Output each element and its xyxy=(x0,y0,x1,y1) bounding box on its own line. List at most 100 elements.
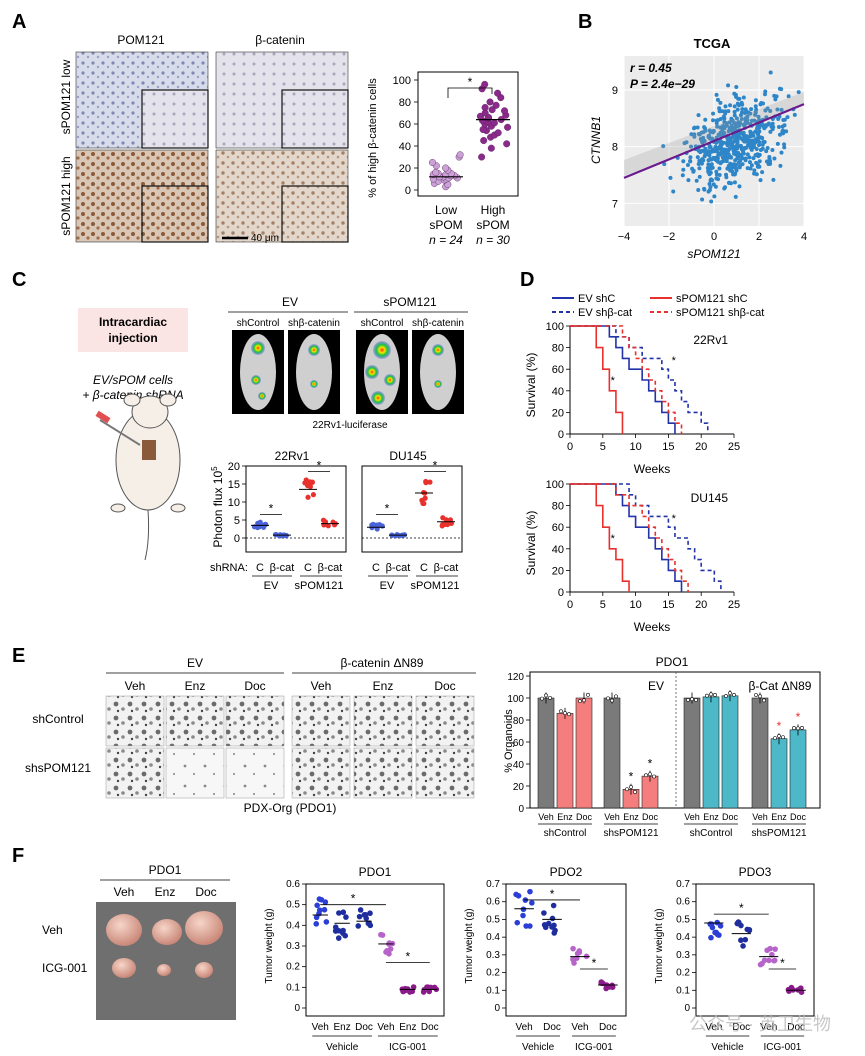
f-dot xyxy=(798,985,804,991)
e-sig-star: * xyxy=(648,756,653,770)
b-dot xyxy=(685,162,690,167)
b-dot xyxy=(768,129,773,134)
c-ytick-label: 10 xyxy=(228,497,240,509)
a-dot xyxy=(456,151,464,159)
b-dot xyxy=(752,168,757,173)
b-dot xyxy=(714,176,719,181)
scale-bar-label: 40 μm xyxy=(251,233,279,244)
b-dot xyxy=(696,113,701,118)
a-group1-l1: Low xyxy=(435,203,457,217)
panel-letter-f: F xyxy=(12,845,24,867)
e-xcat-label: Doc xyxy=(576,812,593,822)
d-xtick-label: 15 xyxy=(662,441,674,453)
b-dot xyxy=(732,180,737,185)
e-point xyxy=(544,693,548,698)
f-sig-star: * xyxy=(550,887,555,901)
b-dot xyxy=(775,141,780,146)
e-row-shspom: shsPOM121 xyxy=(25,761,91,775)
f-ytick-label: 0.5 xyxy=(676,914,690,925)
d-xtick-label: 5 xyxy=(600,599,606,611)
c-xcat-label: β-cat xyxy=(270,562,295,574)
b-dot xyxy=(745,110,750,115)
f-ytick-label: 0.7 xyxy=(676,879,690,890)
e-point xyxy=(754,693,758,697)
e-sig-star: * xyxy=(777,719,782,733)
e-group-ev: EV xyxy=(187,656,203,670)
b-dot xyxy=(796,90,801,95)
c-mouse-body xyxy=(364,334,400,410)
b-dot xyxy=(759,135,764,140)
b-dot xyxy=(740,107,745,112)
panel-e-chart: PDO1 % Organoids EV β-Cat ΔN89 0 20 40 60 80… xyxy=(503,655,821,839)
b-dot xyxy=(745,166,750,171)
f-dot xyxy=(316,896,323,902)
e-point xyxy=(652,774,656,779)
f-photo-col-doc: Doc xyxy=(195,885,216,899)
b-dot xyxy=(706,189,711,194)
f-dot xyxy=(365,920,372,927)
b-dot xyxy=(768,70,773,75)
f-xgroup-label: ICG-001 xyxy=(764,1042,802,1053)
f-photo-row-veh: Veh xyxy=(42,923,63,937)
c-xcat-label: C xyxy=(304,562,312,574)
e-point xyxy=(705,693,709,698)
d-plot-title: 22Rv1 xyxy=(693,333,728,347)
d-xtick-label: 20 xyxy=(695,441,707,453)
d-ylabel-2: Survival (%) xyxy=(524,511,538,576)
b-dot xyxy=(757,143,762,148)
b-dot xyxy=(768,161,773,166)
e-organoid-image xyxy=(353,695,413,747)
b-dot xyxy=(779,150,784,155)
f-dot xyxy=(576,949,583,956)
e-xgroup-label: shControl xyxy=(544,828,587,839)
c-luminescence-spot xyxy=(384,374,396,386)
e-point xyxy=(548,695,552,700)
c-xgroup-label: EV xyxy=(380,580,395,592)
a-ytick-label: 40 xyxy=(399,141,411,153)
c-plot1-title: 22Rv1 xyxy=(275,449,310,463)
f-ytick-label: 0.5 xyxy=(286,900,300,911)
d-sig-star: * xyxy=(611,375,616,387)
b-dot xyxy=(699,139,704,144)
e-point xyxy=(713,693,717,697)
c-ytick-label: 15 xyxy=(228,479,240,491)
a-dot xyxy=(480,136,488,144)
b-dot xyxy=(779,107,784,112)
e-bar xyxy=(603,697,621,809)
a-dot xyxy=(481,103,489,111)
d-sig-star: * xyxy=(672,513,677,525)
mouse-illustration xyxy=(95,393,186,561)
b-dot xyxy=(720,127,725,132)
tumor xyxy=(112,958,136,978)
micrograph-high-bcatenin-inset xyxy=(281,185,349,243)
c-sig-star: * xyxy=(317,458,322,472)
c-dot xyxy=(427,479,433,485)
b-dot xyxy=(756,132,761,137)
c-sig-star: * xyxy=(269,502,274,516)
f-sig-star: * xyxy=(739,901,744,915)
d-plot-title: DU145 xyxy=(691,491,729,505)
b-dot xyxy=(741,133,746,138)
e-bar xyxy=(556,713,574,809)
b-title: TCGA xyxy=(694,36,731,51)
c-sig-star: * xyxy=(433,458,438,472)
d-survival-curve xyxy=(570,483,722,592)
b-dot xyxy=(758,178,763,183)
b-dot xyxy=(780,124,785,129)
f-plot-frame xyxy=(305,883,445,1017)
b-dot xyxy=(756,114,761,119)
d-survival-curve xyxy=(570,483,630,592)
panel-a-micrographs: POM121 β-catenin sPOM121 low sPOM121 hig… xyxy=(59,33,349,244)
f-dot xyxy=(361,911,368,918)
b-dot xyxy=(734,143,739,148)
f-ytick-label: 0.3 xyxy=(676,950,690,961)
b-dot xyxy=(662,162,667,167)
b-dot xyxy=(711,118,716,123)
f-dot xyxy=(767,945,773,952)
tumor xyxy=(185,911,223,945)
f-ytick-label: 0.6 xyxy=(676,897,690,908)
c-xcat-label: β-cat xyxy=(318,562,343,574)
d-xtick-label: 15 xyxy=(662,599,674,611)
f-dot xyxy=(402,985,409,992)
